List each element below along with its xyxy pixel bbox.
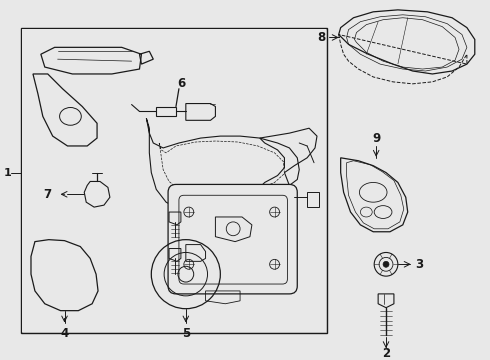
Text: 6: 6 — [177, 77, 185, 90]
Circle shape — [383, 261, 389, 267]
Bar — [22, 28, 326, 332]
FancyBboxPatch shape — [179, 195, 288, 284]
Text: 4: 4 — [60, 327, 69, 340]
Text: 3: 3 — [416, 258, 424, 271]
Text: 1: 1 — [3, 168, 11, 177]
Text: 7: 7 — [44, 188, 52, 201]
Text: 9: 9 — [372, 131, 380, 145]
Text: 2: 2 — [382, 347, 390, 360]
Text: 8: 8 — [317, 31, 325, 44]
FancyBboxPatch shape — [168, 184, 297, 294]
Text: 5: 5 — [182, 327, 190, 340]
Bar — [21, 28, 327, 333]
